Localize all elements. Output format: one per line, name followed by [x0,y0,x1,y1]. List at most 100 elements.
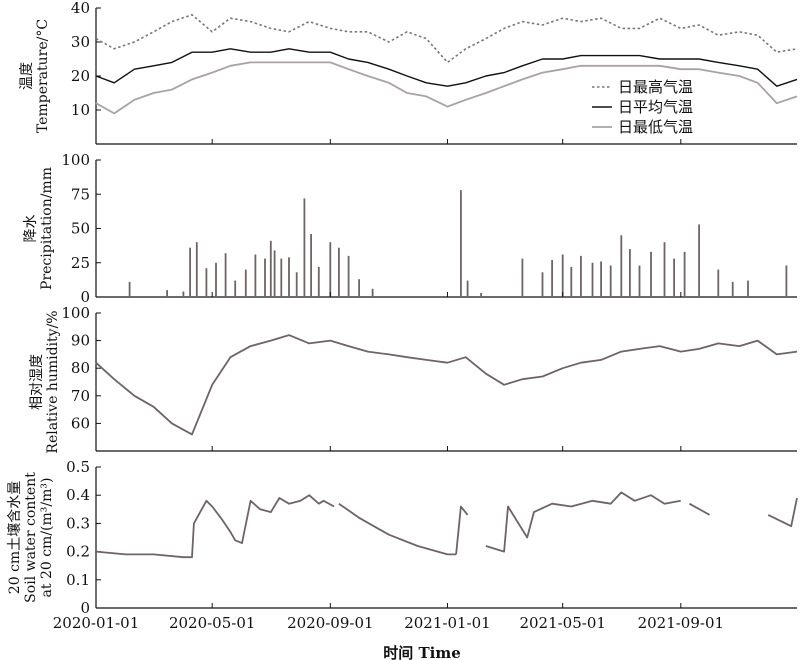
x-tick-label: 2020-05-01 [169,614,255,632]
precipitation-bar [551,260,553,297]
humidity-y-tick-label: 80 [71,359,90,377]
precipitation-bar [663,242,666,297]
humidity-y-tick-label: 70 [71,387,90,405]
precipitation-bar [600,261,602,297]
x-tick-label: 2021-09-01 [638,614,724,632]
soil-y-tick-label: 0.2 [66,543,90,561]
x-axis: 2020-01-01 2020-05-01 2020-09-01 2021-01-01… [53,139,724,632]
soil-series-line [688,502,711,516]
precipitation-bar [215,262,217,298]
precipitation-bar [731,281,734,297]
soil-series-line [338,502,457,556]
precipitation-bar [182,291,185,297]
precipitation-bar [480,292,482,297]
precipitation-bar [460,190,462,297]
soil-y-tick-label: 0.1 [66,571,90,589]
humidity-y-tick-label: 60 [71,414,90,432]
soil-series-line [455,505,469,555]
temperature-y-tick-label: 30 [71,33,90,51]
precipitation-bar [166,290,168,297]
humidity-y-axis-title-line: 相对湿度 [29,354,45,410]
precipitation-bar [310,234,312,297]
precipitation-bar [269,240,272,297]
precipitation-bar [264,258,266,297]
precipitation-bar [189,247,191,297]
precipitation-bar [785,265,788,297]
precipitation-y-tick-label: 25 [71,254,90,272]
soil-y-tick-label: 0 [80,599,90,617]
precipitation-y-axis-title-line: Precipitation/mm [39,167,55,290]
precipitation-bar [347,255,350,297]
precipitation-bar [128,281,131,297]
soil-y-axis-title-line: at 20 cm/(m³/m³) [39,478,55,598]
x-tick-label: 2021-05-01 [519,614,605,632]
precipitation-bar [620,235,623,297]
precipitation-bar [273,250,276,297]
precipitation-bar [224,253,227,297]
precipitation-bar [747,280,749,297]
precipitation-bar [329,242,332,297]
temperature-y-tick-label: 10 [71,101,90,119]
soil-y-axis-title-line: 20 cm土壤含水量 [6,481,23,594]
temperature-y-tick-label: 40 [71,0,90,17]
precipitation-bar [205,268,208,297]
precipitation-bar [358,279,360,297]
precipitation-bar [254,254,257,297]
temperature-series-line [95,48,798,87]
temperature-y-axis-title-line: 温度 [19,62,35,90]
temperature-y-axis-title-line: Temperature/°C [35,19,51,133]
precipitation-bar [295,272,298,297]
precipitation-bar [638,265,641,297]
soil-series-line [767,497,798,528]
precipitation-y-tick-label: 100 [61,151,90,169]
precipitation-bar [561,254,564,297]
humidity-y-tick-label: 90 [71,332,90,350]
humidity-series-line [95,334,798,436]
temperature-series-line [95,14,798,64]
precipitation-y-axis-title: 降水Precipitation/mm [23,167,55,290]
soil-y-axis-title: 20 cm土壤含水量Soil water contentat 20 cm/(m³… [6,472,55,603]
precipitation-bar [303,198,306,297]
precipitation-bar [280,258,283,297]
precipitation-bar [541,272,544,297]
temperature-legend-label: 日最低气温 [618,118,693,136]
precipitation-bar [717,269,720,297]
soil-y-tick-label: 0.4 [66,486,90,504]
humidity-y-tick-label: 100 [61,304,90,322]
precipitation-y-tick-label: 50 [71,220,90,238]
precipitation-bar [338,247,340,297]
temperature-series-line [95,61,798,115]
precipitation-bar [673,258,675,297]
precipitation-bar [609,265,612,297]
soil-y-axis-title-line: Soil water content [23,472,39,603]
precipitation-y-axis-title-line: 降水 [23,215,39,243]
humidity-y-axis-title-line: Relative humidity/% [45,310,61,453]
precipitation-bar [683,251,686,297]
precipitation-bar [244,269,247,297]
precipitation-y-tick-label: 75 [71,185,90,203]
precipitation-bar [650,251,652,297]
x-axis-title: 时间 Time [383,644,461,660]
precipitation-bar [580,255,582,297]
temperature-legend-label: 日平均气温 [618,98,693,116]
temperature-legend-label: 日最高气温 [618,78,693,96]
temperature-y-axis-title: 温度Temperature/°C [19,19,51,133]
precipitation-bar [234,280,237,297]
soil-series-line [95,494,335,559]
precipitation-y-tick-label: 0 [80,288,90,306]
precipitation-bar [317,266,320,297]
precipitation-bar [466,280,469,297]
humidity-y-axis-title: 相对湿度Relative humidity/% [29,310,61,453]
precipitation-bar [195,242,198,297]
precipitation-panel: 0 25 50 75 100 降水Precipitation/mm [23,151,797,306]
soil-y-tick-label: 0.3 [66,514,90,532]
soil-panel: 0 0.1 0.2 0.3 0.4 0.5 20 cm土壤含水量Soil water con… [6,458,798,617]
precipitation-bar [698,224,700,297]
temperature-y-tick-label: 20 [71,67,90,85]
x-tick-label: 2020-09-01 [287,614,373,632]
